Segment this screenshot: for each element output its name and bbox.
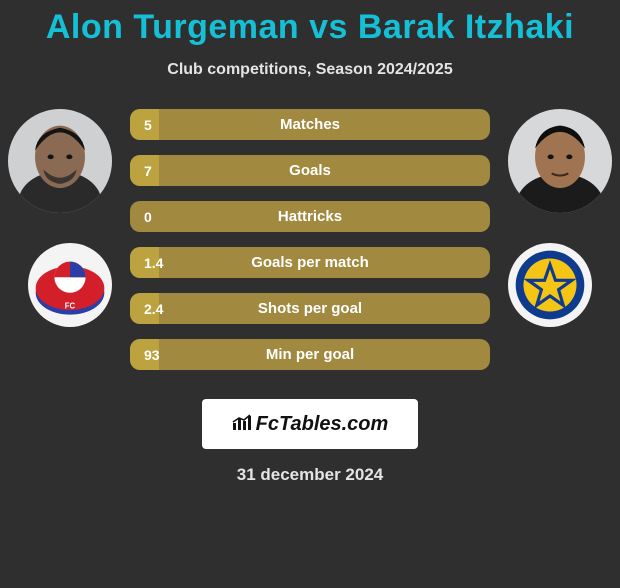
comparison-chart: FC 5Matches 7Goals 0Hattricks 1.4Goals per …: [0, 109, 620, 379]
brand-badge: FcTables.com: [202, 399, 418, 449]
page-title: Alon Turgeman vs Barak Itzhaki: [0, 8, 620, 47]
stat-label: Shots per goal: [130, 300, 490, 317]
stat-label: Matches: [130, 116, 490, 133]
stat-label: Hattricks: [130, 208, 490, 225]
stat-row: 1.4Goals per match: [130, 247, 490, 278]
stat-label: Goals: [130, 162, 490, 179]
svg-text:FC: FC: [65, 301, 76, 310]
page-subtitle: Club competitions, Season 2024/2025: [0, 61, 620, 79]
player-photo-left: [8, 109, 112, 213]
stat-row: 2.4Shots per goal: [130, 293, 490, 324]
date-label: 31 december 2024: [0, 465, 620, 485]
stat-row: 7Goals: [130, 155, 490, 186]
stat-row: 93Min per goal: [130, 339, 490, 370]
stat-label: Goals per match: [130, 254, 490, 271]
brand-text: FcTables.com: [256, 413, 389, 436]
chart-icon: [232, 413, 254, 436]
stat-row: 5Matches: [130, 109, 490, 140]
stat-row: 0Hattricks: [130, 201, 490, 232]
player-photo-right: [508, 109, 612, 213]
club-logo-left: FC: [28, 243, 112, 327]
stat-bars: 5Matches 7Goals 0Hattricks 1.4Goals per mat…: [130, 109, 490, 370]
stat-label: Min per goal: [130, 346, 490, 363]
club-logo-right: [508, 243, 592, 327]
